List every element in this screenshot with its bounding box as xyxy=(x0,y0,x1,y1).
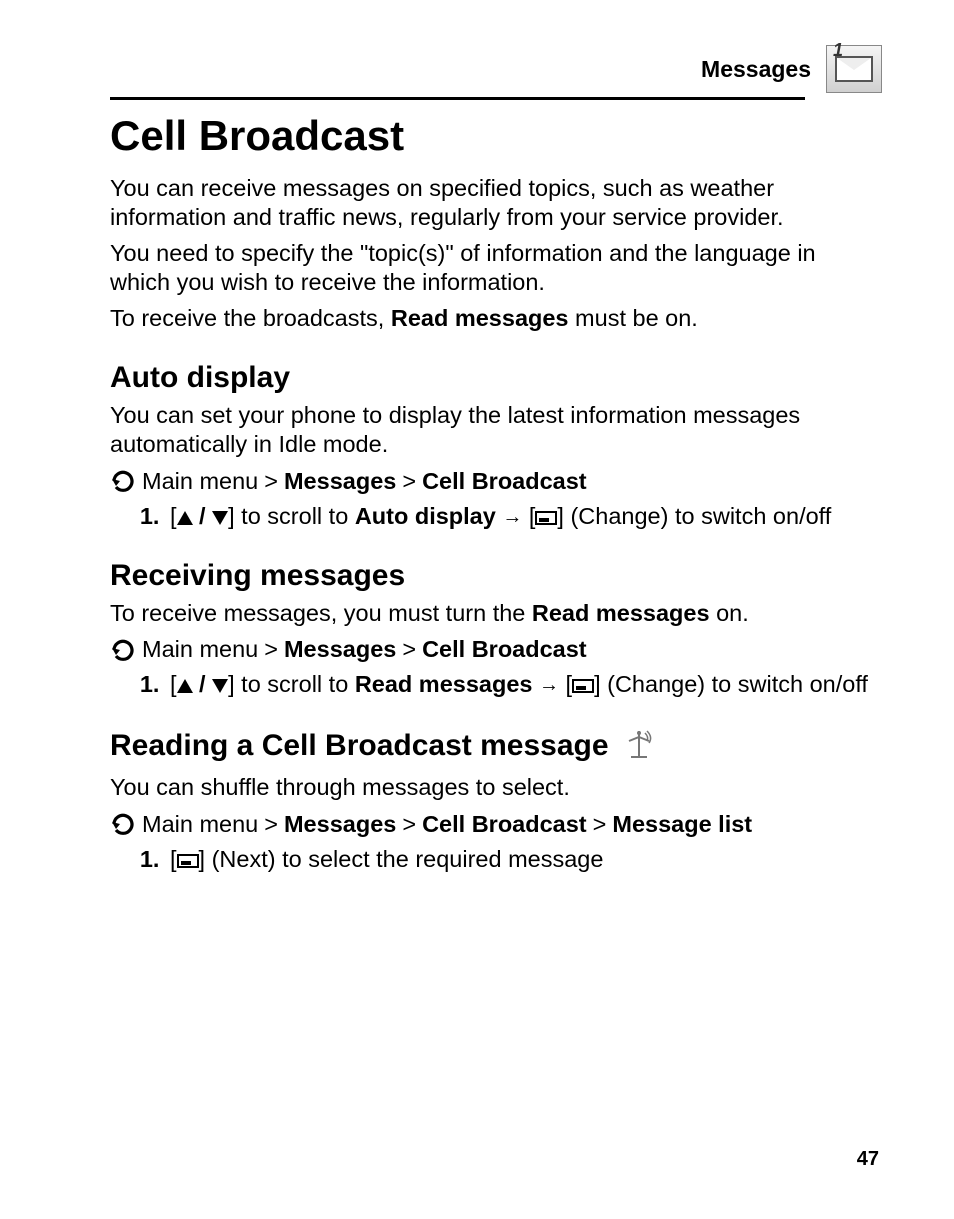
text: To receive messages, you must turn the xyxy=(110,600,532,626)
section-label: Messages xyxy=(701,56,811,83)
nav-text-bold: Cell Broadcast xyxy=(422,811,587,838)
menu-path: Main menu > Messages > Cell Broadcast xyxy=(110,468,882,495)
nav-text-bold: Messages xyxy=(284,468,396,495)
section-intro: You can shuffle through messages to sele… xyxy=(110,773,882,802)
badge-number: 1 xyxy=(833,40,843,61)
nav-sep: > xyxy=(264,468,278,495)
text: on. xyxy=(710,600,749,626)
steps-list: [ / ] to scroll to Read messages → [] (C… xyxy=(110,669,882,699)
nav-text-bold: Messages xyxy=(284,811,396,838)
nav-text: Main menu xyxy=(142,468,258,495)
right-arrow-icon: → xyxy=(502,505,522,531)
right-arrow-icon: → xyxy=(539,673,559,699)
text-bold: Read messages xyxy=(355,671,533,697)
text: [ xyxy=(522,503,535,529)
nav-text: Main menu xyxy=(142,636,258,663)
page-header: Messages 1 xyxy=(110,45,882,93)
intro-paragraph: To receive the broadcasts, Read messages… xyxy=(110,304,882,333)
section-heading-reading: Reading a Cell Broadcast message xyxy=(110,727,882,767)
nav-up-icon xyxy=(177,679,193,693)
section-intro: You can set your phone to display the la… xyxy=(110,401,882,460)
header-rule xyxy=(110,97,805,100)
nav-sep: > xyxy=(402,468,416,495)
text: ] (Change) to switch on/off xyxy=(594,671,868,697)
steps-list: [] (Next) to select the required message xyxy=(110,844,882,874)
nav-sep: > xyxy=(593,811,607,838)
step-item: [] (Next) to select the required message xyxy=(166,844,882,874)
page-title: Cell Broadcast xyxy=(110,112,882,160)
text: ] to scroll to xyxy=(228,671,355,697)
nav-sep: > xyxy=(264,636,278,663)
softkey-icon xyxy=(572,679,594,693)
nav-down-icon xyxy=(212,511,228,525)
text: ] (Next) to select the required message xyxy=(199,846,604,872)
softkey-icon xyxy=(535,511,557,525)
nav-text-bold: Message list xyxy=(612,811,752,838)
nav-arrow-icon xyxy=(110,811,136,837)
text: must be on. xyxy=(569,305,698,331)
section-heading-auto-display: Auto display xyxy=(110,361,882,395)
steps-list: [ / ] to scroll to Auto display → [] (Ch… xyxy=(110,501,882,531)
nav-sep: > xyxy=(402,811,416,838)
section-intro: To receive messages, you must turn the R… xyxy=(110,599,882,628)
softkey-icon xyxy=(177,854,199,868)
intro-paragraph: You need to specify the "topic(s)" of in… xyxy=(110,239,882,298)
intro-paragraph: You can receive messages on specified to… xyxy=(110,174,882,233)
nav-sep: > xyxy=(264,811,278,838)
text: ] (Change) to switch on/off xyxy=(557,503,831,529)
text: To receive the broadcasts, xyxy=(110,305,391,331)
manual-page: Messages 1 Cell Broadcast You can receiv… xyxy=(0,0,954,1219)
text: [ xyxy=(559,671,572,697)
messages-envelope-icon: 1 xyxy=(826,45,882,93)
broadcast-tower-icon xyxy=(623,727,655,767)
nav-text: Main menu xyxy=(142,811,258,838)
nav-arrow-icon xyxy=(110,468,136,494)
page-number: 47 xyxy=(857,1148,879,1171)
step-item: [ / ] to scroll to Read messages → [] (C… xyxy=(166,669,882,699)
section-heading-receiving: Receiving messages xyxy=(110,559,882,593)
nav-text-bold: Messages xyxy=(284,636,396,663)
menu-path: Main menu > Messages > Cell Broadcast > … xyxy=(110,811,882,838)
nav-text-bold: Cell Broadcast xyxy=(422,636,587,663)
text-bold: Auto display xyxy=(355,503,496,529)
nav-down-icon xyxy=(212,679,228,693)
step-item: [ / ] to scroll to Auto display → [] (Ch… xyxy=(166,501,882,531)
text-bold: Read messages xyxy=(532,600,710,626)
nav-up-icon xyxy=(177,511,193,525)
text: ] to scroll to xyxy=(228,503,355,529)
nav-arrow-icon xyxy=(110,637,136,663)
nav-sep: > xyxy=(402,636,416,663)
menu-path: Main menu > Messages > Cell Broadcast xyxy=(110,636,882,663)
heading-text: Reading a Cell Broadcast message xyxy=(110,729,609,762)
nav-text-bold: Cell Broadcast xyxy=(422,468,587,495)
text-bold: Read messages xyxy=(391,305,569,331)
